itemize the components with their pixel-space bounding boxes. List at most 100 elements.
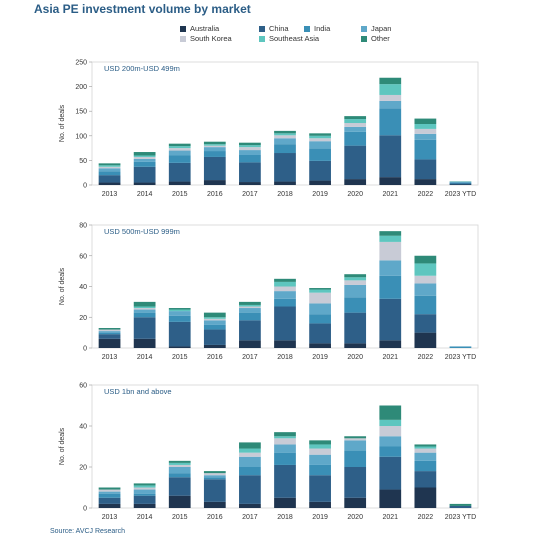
- bar-southeast-asia-2019: [309, 444, 331, 449]
- y-tick-label: 0: [83, 183, 87, 190]
- bar-south-korea-2019: [309, 138, 331, 142]
- y-tick-label: 100: [75, 133, 87, 140]
- bar-china-2018: [274, 153, 296, 182]
- x-tick-label: 2019: [312, 514, 328, 521]
- bar-japan-2016: [203, 147, 226, 152]
- bar-australia-2019: [309, 343, 331, 348]
- bar-india-2018: [274, 298, 296, 307]
- bar-japan-2015: [168, 311, 191, 316]
- bar-southeast-asia-2017: [239, 304, 261, 307]
- bar-china-2017: [239, 320, 261, 341]
- bar-china-2021: [379, 456, 402, 490]
- bar-south-korea-2017: [239, 147, 261, 151]
- bar-india-2021: [379, 446, 402, 457]
- bar-south-korea-2018: [274, 286, 296, 292]
- bar-southeast-asia-2018: [274, 436, 296, 439]
- bar-china-2019: [309, 160, 331, 181]
- bar-other-2017: [239, 142, 261, 146]
- bar-other-2019: [309, 440, 331, 445]
- bar-china-2015: [168, 321, 191, 347]
- bar-australia-2013: [98, 338, 121, 348]
- x-tick-label: 2020: [347, 354, 363, 361]
- bar-china-2013: [98, 175, 121, 183]
- chart-usd-200m-499m: USD 200m-USD 499m 0 50 100 150 200 250 No. of d…: [59, 60, 479, 198]
- bar-india-2019: [309, 464, 331, 476]
- bar-china-2016: [203, 156, 226, 181]
- bar-other-2023-ytd: [449, 503, 472, 506]
- bar-china-2013: [98, 497, 121, 504]
- x-tick-label: 2015: [172, 514, 188, 521]
- bar-india-2018: [274, 452, 296, 465]
- x-tick-label: 2014: [137, 354, 153, 361]
- bar-china-2023-ytd: [449, 505, 472, 508]
- bar-south-korea-2013: [98, 166, 121, 169]
- bar-china-2017: [239, 475, 261, 504]
- y-tick-label: 20: [79, 315, 87, 322]
- x-tick-label: 2023 YTD: [445, 514, 476, 521]
- panel-usd-200m-499m: USD 200m-USD 499m 0 50 100 150 200 250 No. of d…: [0, 50, 540, 210]
- panel-title: USD 1bn and above: [104, 387, 172, 396]
- bar-south-korea-2017: [239, 452, 261, 457]
- bar-india-2016: [203, 151, 226, 157]
- x-tick-label: 2019: [312, 191, 328, 198]
- bar-southeast-asia-2017: [239, 448, 261, 453]
- bar-southeast-asia-2021: [379, 419, 402, 426]
- bar-india-2015: [168, 315, 191, 322]
- bar-southeast-asia-2018: [274, 281, 296, 287]
- bar-other-2013: [98, 328, 121, 330]
- bar-southeast-asia-2022: [414, 123, 437, 129]
- x-tick-label: 2019: [312, 354, 328, 361]
- y-tick-label: 200: [75, 84, 87, 91]
- bar-australia-2017: [239, 503, 261, 508]
- x-tick-label: 2021: [382, 191, 398, 198]
- bar-other-2020: [344, 274, 367, 278]
- bar-china-2019: [309, 323, 331, 344]
- bar-australia-2013: [98, 182, 121, 185]
- bar-australia-2014: [133, 503, 156, 508]
- bar-japan-2021: [379, 100, 402, 109]
- bar-south-korea-2017: [239, 306, 261, 309]
- x-tick-label: 2018: [277, 354, 293, 361]
- bar-australia-2016: [203, 501, 226, 508]
- x-tick-label: 2017: [242, 191, 258, 198]
- legend-item-other: Other: [361, 34, 390, 43]
- bar-japan-2018: [274, 444, 296, 453]
- bar-japan-2014: [133, 158, 156, 162]
- bar-india-2020: [344, 297, 367, 313]
- bar-japan-2015: [168, 467, 191, 474]
- bar-japan-2017: [239, 308, 261, 313]
- chart-title: Asia PE investment volume by market: [34, 2, 251, 16]
- y-tick-label: 250: [75, 60, 87, 67]
- bar-south-korea-2015: [168, 464, 191, 467]
- bar-india-2017: [239, 154, 261, 163]
- bar-other-2014: [133, 483, 156, 486]
- bar-china-2021: [379, 298, 402, 341]
- bar-australia-2017: [239, 182, 261, 185]
- bar-china-2016: [203, 329, 226, 345]
- bar-australia-2022: [414, 179, 437, 185]
- bar-australia-2020: [344, 343, 367, 348]
- bar-australia-2018: [274, 497, 296, 508]
- y-tick-label: 0: [83, 346, 87, 353]
- legend-label: Australia: [190, 24, 220, 33]
- bar-south-korea-2013: [98, 329, 121, 332]
- bar-southeast-asia-2020: [344, 277, 367, 281]
- bar-india-2015: [168, 473, 191, 478]
- x-tick-label: 2020: [347, 191, 363, 198]
- bar-japan-2020: [344, 126, 367, 132]
- bar-india-2014: [133, 161, 156, 167]
- legend-label: South Korea: [190, 34, 232, 43]
- bar-other-2021: [379, 405, 402, 420]
- bar-southeast-asia-2021: [379, 84, 402, 95]
- bar-india-2022: [414, 460, 437, 472]
- bar-other-2018: [274, 278, 296, 282]
- bar-australia-2018: [274, 181, 296, 185]
- bar-australia-2019: [309, 501, 331, 508]
- x-tick-label: 2022: [418, 191, 434, 198]
- x-tick-label: 2017: [242, 514, 258, 521]
- y-tick-label: 0: [83, 506, 87, 513]
- bar-south-korea-2016: [203, 145, 226, 148]
- bar-australia-2014: [133, 182, 156, 185]
- bar-japan-2017: [239, 456, 261, 467]
- y-tick-label: 20: [79, 465, 87, 472]
